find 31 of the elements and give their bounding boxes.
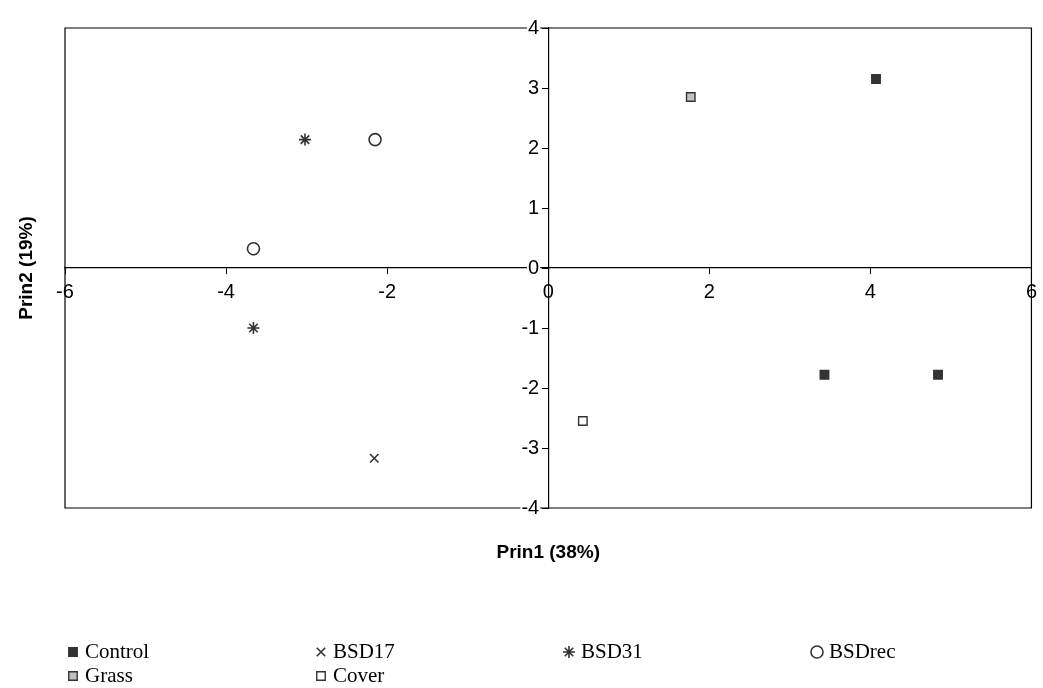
x-axis-title: Prin1 (38%) — [496, 541, 600, 563]
point — [298, 132, 312, 147]
legend-label: Grass — [85, 662, 133, 687]
y-tick-label: 2 — [528, 135, 540, 158]
x-tick-label: -4 — [217, 279, 235, 302]
point — [369, 453, 380, 464]
x-tick-label: 2 — [703, 279, 715, 302]
point — [246, 321, 261, 335]
point — [246, 242, 261, 256]
y-tick-label: 3 — [528, 75, 540, 98]
legend-label: Cover — [333, 662, 385, 687]
y-axis-title: Prin2 (19%) — [15, 216, 37, 320]
point — [577, 416, 588, 426]
legend-label: BSDrec — [829, 638, 896, 663]
point — [819, 369, 830, 380]
y-tick-label: -4 — [521, 495, 540, 518]
y-tick-label: 4 — [528, 15, 540, 38]
legend-label: BSD31 — [581, 638, 643, 663]
y-tick-label: 1 — [528, 195, 540, 218]
y-tick-label: 0 — [528, 255, 540, 278]
legend-label: BSD17 — [333, 638, 395, 663]
point — [871, 74, 881, 84]
point — [368, 132, 382, 147]
point — [933, 369, 943, 380]
x-tick-label: 4 — [864, 279, 876, 302]
y-tick-label: -1 — [521, 315, 540, 338]
point — [685, 92, 696, 102]
y-tick-label: -2 — [521, 375, 540, 398]
legend-label: Control — [85, 638, 150, 663]
y-tick-label: -3 — [521, 435, 540, 458]
x-tick-label: -2 — [378, 279, 397, 302]
